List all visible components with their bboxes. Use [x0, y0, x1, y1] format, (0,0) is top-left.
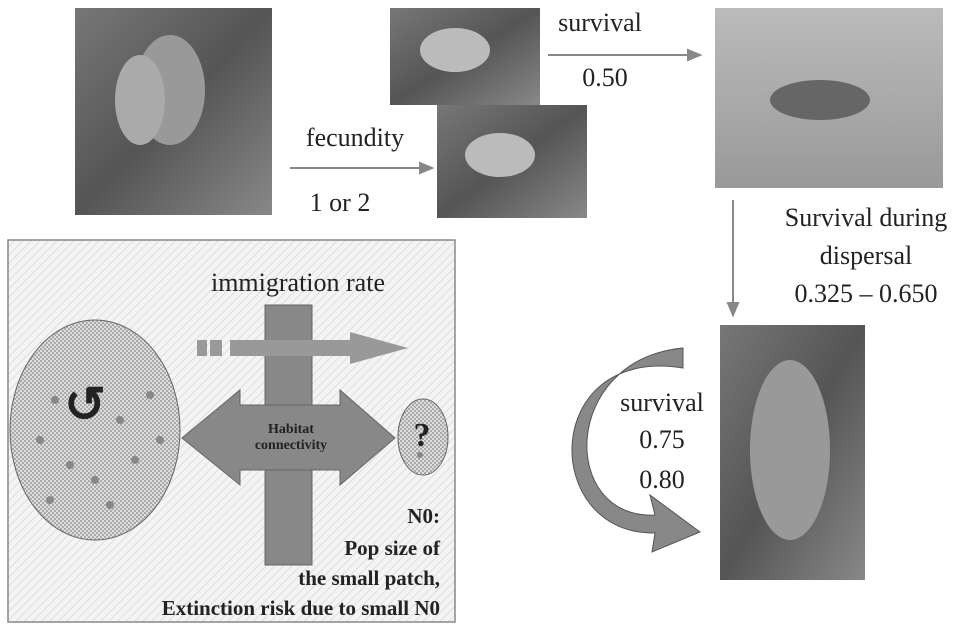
label: survival [620, 388, 704, 417]
kitten-shape [465, 133, 535, 177]
icon: ↺ [64, 376, 106, 432]
note: N0: [407, 504, 440, 528]
double-arrow [181, 388, 396, 487]
note: Pop size of [344, 536, 441, 560]
dots [36, 391, 423, 509]
label: survival [558, 8, 642, 37]
arrow-head [726, 302, 740, 318]
patch-panel: ↺ ? immigration rate Habitat connectivit… [7, 239, 456, 623]
label: Habitat [268, 422, 314, 437]
note: Extinction risk due to small N0 [162, 596, 440, 620]
arrows [290, 48, 740, 318]
icon: ? [414, 417, 431, 454]
large-patch [9, 319, 181, 541]
lynx-shape [115, 55, 165, 145]
arrow-head [687, 48, 703, 62]
label: Survival during [785, 203, 948, 232]
value: 0.80 [639, 465, 685, 494]
lynx-shape [770, 80, 870, 120]
label: immigration rate [211, 268, 385, 297]
photos [75, 8, 943, 580]
immigration-arrow [230, 332, 408, 364]
kitten-shape [420, 28, 490, 72]
arrow-head [419, 161, 435, 175]
small-patch [397, 398, 449, 476]
label: connectivity [255, 438, 327, 453]
label: fecundity [306, 123, 404, 152]
dash [210, 340, 222, 356]
value: 1 or 2 [310, 188, 371, 217]
lynx-shape [750, 360, 830, 540]
dash [197, 340, 207, 356]
value: 0.50 [582, 63, 628, 92]
value: 0.75 [639, 425, 685, 454]
curved-arrow [571, 347, 702, 553]
note: the small patch, [298, 566, 440, 590]
label: dispersal [820, 241, 912, 270]
value: 0.325 – 0.650 [795, 279, 938, 308]
